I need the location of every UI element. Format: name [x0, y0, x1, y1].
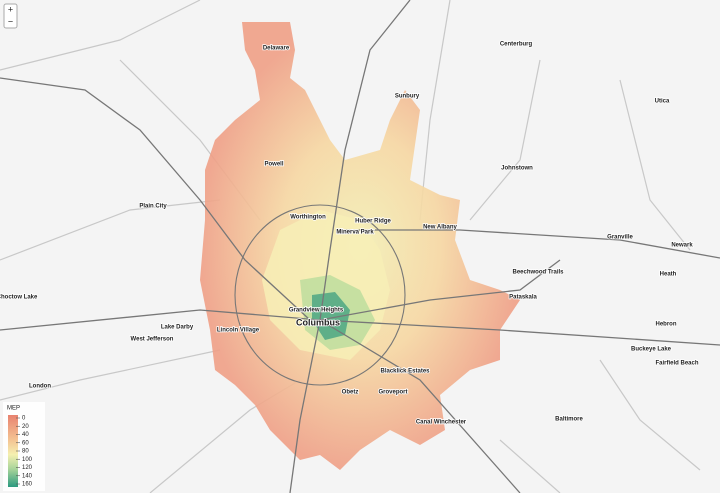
legend-tick-label: 0 — [22, 416, 26, 422]
legend-tick-label: 60 — [22, 440, 29, 446]
place-label: Choctow Lake — [0, 295, 38, 301]
place-label: Huber Ridge — [355, 219, 391, 225]
place-label: Lincoln Village — [217, 328, 260, 334]
place-label: Lake Darby — [161, 325, 194, 331]
legend: MEP 0 20 40 60 80 100 120 140 160 — [3, 402, 45, 491]
place-label: Beechwood Trails — [512, 270, 564, 276]
zoom-out[interactable]: − — [8, 16, 13, 26]
heatmap-area — [200, 22, 520, 470]
place-label: Columbus — [296, 317, 340, 327]
place-label: Newark — [671, 243, 693, 249]
legend-colorbar — [8, 415, 18, 487]
legend-tick-label: 20 — [22, 424, 29, 430]
place-label: Obetz — [342, 390, 359, 396]
legend-tick-label: 100 — [22, 457, 33, 463]
legend-tick-label: 160 — [22, 482, 33, 488]
place-label: West Jefferson — [131, 337, 174, 343]
place-label: Plain City — [139, 204, 167, 210]
place-label: Canal Winchester — [416, 420, 467, 426]
legend-tick-label: 40 — [22, 432, 29, 438]
place-label: Baltimore — [555, 417, 583, 423]
place-label: London — [29, 384, 51, 390]
place-label: Sunbury — [395, 94, 420, 100]
place-label: Heath — [660, 272, 677, 278]
place-label: Granville — [607, 235, 633, 241]
legend-tick-label: 80 — [22, 449, 29, 455]
place-label: Worthington — [290, 215, 326, 221]
zoom-control: + − — [3, 3, 18, 29]
place-label: Grandview Heights — [289, 308, 344, 314]
place-label: Blacklick Estates — [380, 369, 430, 375]
place-label: Groveport — [378, 390, 407, 396]
place-label: Buckeye Lake — [631, 347, 672, 353]
place-label: Pataskala — [509, 295, 537, 301]
zoom-in[interactable]: + — [8, 4, 13, 14]
place-labels: Delaware Centerburg Sunbury Utica Powell John… — [0, 41, 700, 427]
legend-tick-label: 140 — [22, 473, 33, 479]
place-label: Delaware — [263, 46, 290, 52]
place-label: Centerburg — [500, 42, 533, 48]
legend-title: MEP — [7, 406, 20, 412]
minor-roads — [0, 0, 701, 493]
place-label: Fairfield Beach — [655, 361, 698, 367]
place-label: New Albany — [423, 225, 457, 231]
legend-tick-label: 120 — [22, 465, 33, 471]
zoom-box — [3, 3, 18, 29]
place-label: Minerva Park — [336, 230, 374, 236]
place-label: Utica — [655, 99, 670, 105]
place-label: Hebron — [656, 322, 677, 328]
place-label: Johnstown — [501, 166, 533, 172]
place-label: Powell — [264, 162, 283, 168]
